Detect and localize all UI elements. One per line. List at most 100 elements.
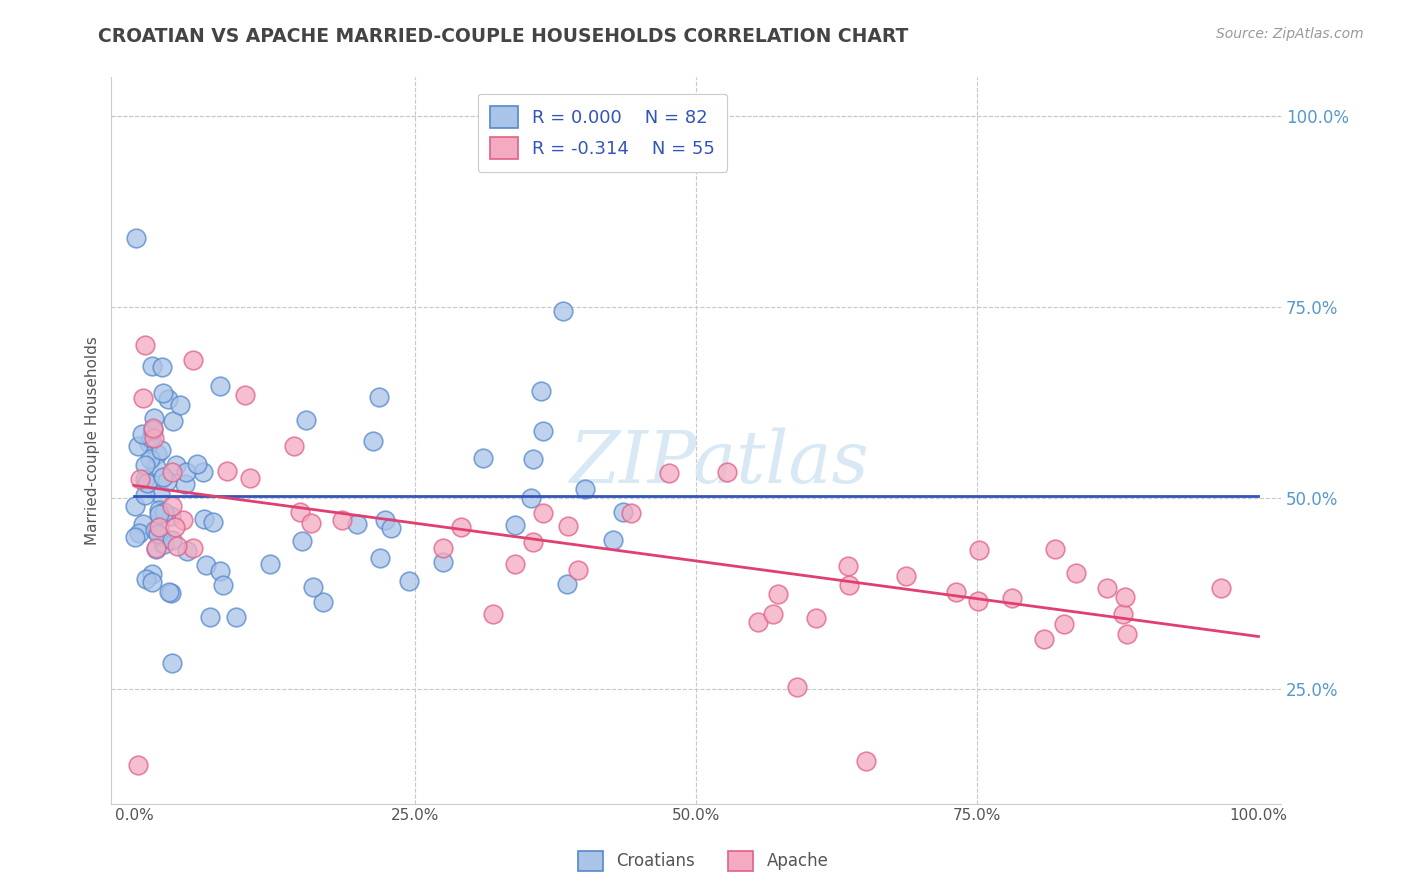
Point	[174, 477, 197, 491]
Point	[160, 500, 183, 514]
Point	[211, 578, 233, 592]
Point	[134, 472, 156, 486]
Point	[166, 539, 188, 553]
Point	[450, 519, 472, 533]
Point	[160, 509, 183, 524]
Point	[503, 518, 526, 533]
Point	[368, 551, 391, 566]
Point	[134, 488, 156, 502]
Point	[131, 427, 153, 442]
Point	[195, 558, 218, 573]
Point	[142, 431, 165, 445]
Point	[481, 607, 503, 622]
Point	[134, 458, 156, 472]
Point	[311, 595, 333, 609]
Text: Source: ZipAtlas.com: Source: ZipAtlas.com	[1216, 27, 1364, 41]
Point	[520, 491, 543, 505]
Point	[159, 586, 181, 600]
Point	[1114, 591, 1136, 605]
Point	[1033, 632, 1056, 646]
Point	[1053, 616, 1076, 631]
Point	[156, 392, 179, 406]
Point	[288, 505, 311, 519]
Point	[1209, 581, 1232, 595]
Point	[134, 572, 156, 586]
Point	[143, 523, 166, 537]
Point	[762, 607, 785, 622]
Point	[143, 411, 166, 425]
Point	[945, 584, 967, 599]
Text: ZIPatlas: ZIPatlas	[569, 427, 869, 498]
Point	[522, 534, 544, 549]
Point	[259, 557, 281, 571]
Point	[148, 507, 170, 521]
Point	[747, 615, 769, 630]
Point	[159, 585, 181, 599]
Point	[432, 555, 454, 569]
Point	[374, 513, 396, 527]
Point	[152, 385, 174, 400]
Point	[145, 541, 167, 556]
Point	[141, 574, 163, 589]
Point	[716, 465, 738, 479]
Point	[165, 458, 187, 472]
Point	[967, 542, 990, 557]
Point	[131, 392, 153, 406]
Legend: Croatians, Apache: Croatians, Apache	[569, 842, 837, 880]
Point	[471, 451, 494, 466]
Point	[165, 520, 187, 534]
Point	[141, 431, 163, 445]
Point	[658, 466, 681, 480]
Point	[145, 541, 167, 556]
Point	[368, 390, 391, 404]
Point	[136, 475, 159, 490]
Point	[172, 513, 194, 527]
Point	[162, 533, 184, 547]
Point	[134, 338, 156, 352]
Text: CROATIAN VS APACHE MARRIED-COUPLE HOUSEHOLDS CORRELATION CHART: CROATIAN VS APACHE MARRIED-COUPLE HOUSEH…	[98, 27, 908, 45]
Point	[141, 566, 163, 581]
Point	[291, 534, 314, 549]
Point	[215, 464, 238, 478]
Point	[191, 465, 214, 479]
Point	[152, 470, 174, 484]
Point	[346, 516, 368, 531]
Point	[557, 518, 579, 533]
Point	[138, 452, 160, 467]
Point	[181, 541, 204, 556]
Point	[150, 359, 173, 374]
Point	[602, 533, 624, 547]
Point	[855, 754, 877, 768]
Point	[1000, 591, 1022, 605]
Point	[127, 758, 149, 772]
Point	[361, 434, 384, 449]
Point	[132, 516, 155, 531]
Point	[804, 611, 827, 625]
Point	[612, 504, 634, 518]
Point	[838, 578, 860, 592]
Point	[1115, 627, 1137, 641]
Point	[620, 506, 643, 520]
Point	[967, 594, 990, 608]
Point	[176, 544, 198, 558]
Point	[574, 482, 596, 496]
Point	[567, 563, 589, 577]
Point	[503, 557, 526, 571]
Point	[294, 413, 316, 427]
Point	[148, 520, 170, 534]
Point	[786, 680, 808, 694]
Point	[174, 465, 197, 479]
Point	[522, 452, 544, 467]
Point	[142, 423, 165, 437]
Point	[128, 525, 150, 540]
Point	[1112, 607, 1135, 622]
Point	[148, 503, 170, 517]
Point	[239, 471, 262, 485]
Point	[141, 421, 163, 435]
Point	[153, 506, 176, 520]
Point	[162, 414, 184, 428]
Point	[1064, 566, 1087, 580]
Point	[141, 359, 163, 373]
Point	[160, 656, 183, 670]
Point	[145, 459, 167, 474]
